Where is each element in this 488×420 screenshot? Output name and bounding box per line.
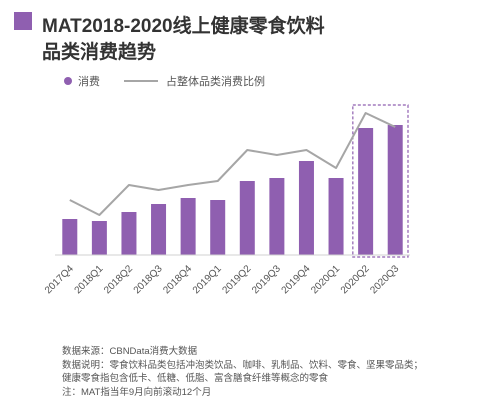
x-tick-label: 2019Q2: [220, 263, 253, 296]
title-marker-square: [14, 12, 32, 30]
x-tick-label: 2020Q1: [309, 263, 342, 296]
legend-item-share: 占整体品类消费比例: [124, 73, 265, 89]
chart-notes: 数据来源：CBNData消费大数据 数据说明：零食饮料品类包括冲泡类饮品、咖啡、…: [62, 345, 482, 399]
legend-label-share: 占整体品类消费比例: [166, 76, 265, 88]
x-tick-label: 2019Q3: [250, 263, 283, 296]
x-tick-label: 2020Q2: [339, 263, 372, 296]
chart-title: MAT2018-2020线上健康零食饮料 品类消费趋势: [42, 14, 422, 66]
legend-dot-icon: [64, 77, 72, 85]
bar-2019Q4: [298, 161, 314, 255]
legend-line-icon: [124, 80, 158, 82]
note-line: 注：MAT指当年9月向前滚动12个月: [62, 386, 212, 398]
highlight-box: [352, 104, 409, 258]
x-tick-label: 2018Q2: [102, 263, 135, 296]
note-line: 数据来源：CBNData消费大数据: [62, 346, 198, 357]
note-line: 数据说明：零食饮料品类包括冲泡类饮品、咖啡、乳制品、饮料、零食、坚果零品类；: [62, 359, 424, 371]
x-tick-label: 2019Q4: [280, 263, 313, 296]
chart-title-line-2: 品类消费趋势: [42, 42, 157, 63]
bar-2017Q4: [62, 219, 78, 255]
x-tick-label: 2017Q4: [43, 263, 76, 296]
bar-2019Q1: [210, 200, 226, 255]
chart-title-line-1: MAT2018-2020线上健康零食饮料: [42, 16, 325, 37]
bar-2019Q2: [239, 181, 255, 255]
x-tick-label: 2018Q4: [161, 263, 194, 296]
bar-2020Q1: [328, 178, 344, 255]
bar-2018Q2: [121, 212, 137, 255]
bar-2018Q1: [91, 221, 107, 255]
bar-2018Q3: [151, 204, 167, 255]
bar-2019Q3: [269, 178, 285, 255]
x-tick-label: 2019Q1: [191, 263, 224, 296]
bar-2020Q3: [387, 125, 403, 255]
bar-2020Q2: [358, 128, 374, 255]
legend-item-consumption: 消费: [64, 73, 100, 89]
legend-label-consumption: 消费: [78, 76, 100, 88]
share-line: [69, 112, 396, 216]
bar-2018Q4: [180, 198, 196, 255]
x-tick-label: 2018Q3: [132, 263, 165, 296]
x-tick-label: 2020Q3: [368, 263, 401, 296]
note-line: 健康零食指包含低卡、低糖、低脂、富含膳食纤维等概念的零食: [62, 373, 329, 384]
x-tick-label: 2018Q1: [73, 263, 106, 296]
